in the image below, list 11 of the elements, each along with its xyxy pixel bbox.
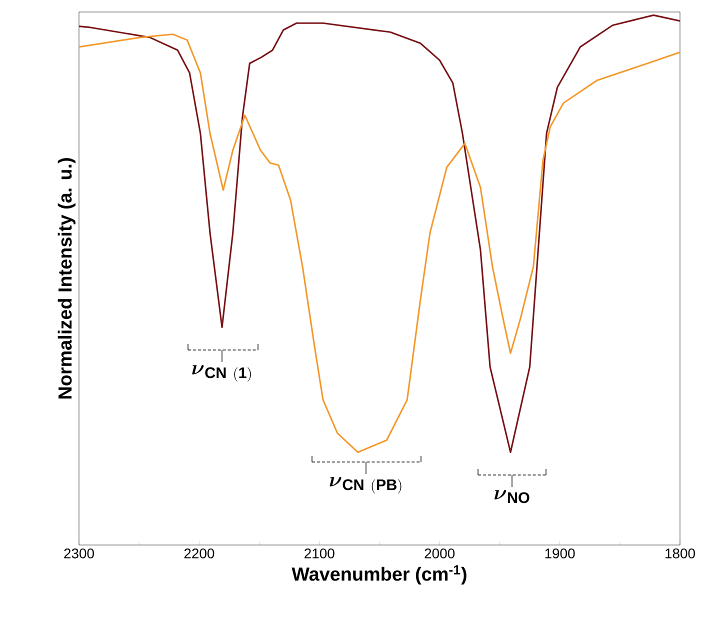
annotation: $\boldsymbol{\nu}_{\mathbf{CN\ (PB)}}$ xyxy=(330,477,402,494)
x-tick-label: 2000 xyxy=(424,548,455,558)
x-tick-label: 2200 xyxy=(184,548,214,558)
annotation: $\boldsymbol{\nu}_{\mathbf{CN\ (1)}}$ xyxy=(192,365,251,382)
x-tick-label: 2100 xyxy=(304,548,334,558)
x-axis-title: Wavenumber (cm$^{-1}$) xyxy=(292,565,466,585)
x-tick-label: 1900 xyxy=(545,548,575,558)
y-axis-title: Normalized Intensity (a. u.) xyxy=(58,158,76,399)
x-tick-label: 2300 xyxy=(64,548,94,558)
x-tick-label: 1800 xyxy=(666,548,695,558)
annotation: $\boldsymbol{\nu}_{\mathbf{NO}}$ xyxy=(494,490,530,504)
